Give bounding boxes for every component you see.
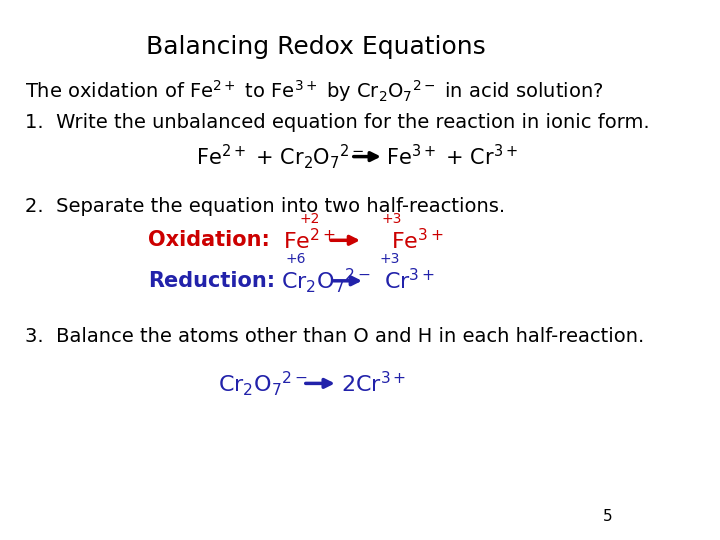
Text: Fe$^{2+}$ + Cr$_2$O$_7$$^{2-}$: Fe$^{2+}$ + Cr$_2$O$_7$$^{2-}$ [196,142,364,171]
Text: 1.  Write the unbalanced equation for the reaction in ionic form.: 1. Write the unbalanced equation for the… [25,113,650,132]
Text: Cr$^{3+}$: Cr$^{3+}$ [384,268,435,293]
Text: Reduction:: Reduction: [148,271,276,291]
Text: Cr$_2$O$_7$$^{2-}$: Cr$_2$O$_7$$^{2-}$ [281,266,371,295]
Text: 2Cr$^{3+}$: 2Cr$^{3+}$ [341,371,406,396]
Text: +3: +3 [380,252,400,266]
Text: Cr$_2$O$_7$$^{2-}$: Cr$_2$O$_7$$^{2-}$ [217,369,308,398]
Text: +6: +6 [285,252,305,266]
Text: +3: +3 [381,212,402,226]
Text: The oxidation of Fe$^{2+}$ to Fe$^{3+}$ by Cr$_2$O$_7$$^{2-}$ in acid solution?: The oxidation of Fe$^{2+}$ to Fe$^{3+}$ … [25,78,603,104]
Text: Fe$^{3+}$ + Cr$^{3+}$: Fe$^{3+}$ + Cr$^{3+}$ [386,144,518,169]
Text: Balancing Redox Equations: Balancing Redox Equations [145,35,485,59]
Text: Fe$^{2+}$: Fe$^{2+}$ [283,228,336,253]
Text: Fe$^{3+}$: Fe$^{3+}$ [391,228,444,253]
Text: 3.  Balance the atoms other than O and H in each half-reaction.: 3. Balance the atoms other than O and H … [25,327,644,346]
Text: Oxidation:: Oxidation: [148,230,270,251]
Text: 2.  Separate the equation into two half-reactions.: 2. Separate the equation into two half-r… [25,197,505,216]
Text: 5: 5 [603,509,612,524]
Text: +2: +2 [299,212,320,226]
